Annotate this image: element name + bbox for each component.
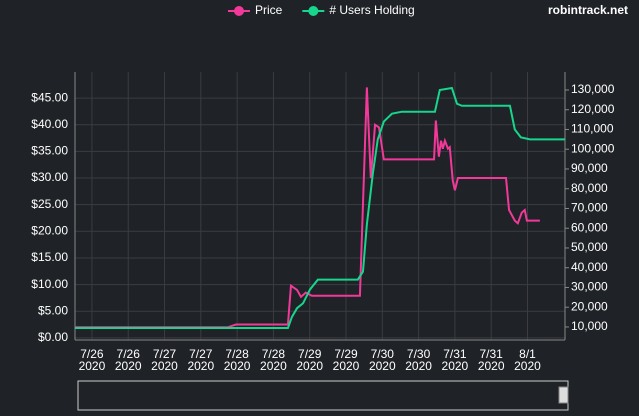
- legend-label: # Users Holding: [329, 3, 414, 17]
- x-tick-label: 7/30 2020: [405, 347, 432, 373]
- x-tick-label: 8/1 2020: [514, 347, 541, 373]
- x-tick-label: 7/26 2020: [114, 347, 142, 373]
- y-tick-label: $15.00: [31, 250, 68, 264]
- y2-tick-label: 60,000: [571, 220, 608, 234]
- y2-tick-label: 120,000: [571, 102, 615, 116]
- x-tick-label: 7/31 2020: [477, 347, 505, 373]
- navigator[interactable]: [77, 380, 569, 411]
- legend-marker: [234, 6, 244, 16]
- y2-tick-label: 100,000: [571, 141, 615, 155]
- y-tick-label: $45.00: [31, 90, 68, 104]
- y2-tick-label: 130,000: [571, 82, 615, 96]
- y2-tick-label: 10,000: [571, 319, 608, 333]
- x-tick-label: 7/26 2020: [78, 347, 106, 373]
- legend-marker: [308, 6, 319, 16]
- y2-tick-label: 40,000: [571, 260, 608, 274]
- y2-tick-label: 90,000: [571, 161, 608, 175]
- series-line: [75, 86, 565, 329]
- y2-tick-label: 30,000: [571, 280, 608, 294]
- y-tick-label: $5.00: [38, 303, 68, 317]
- brand: robintrack.net: [548, 3, 628, 17]
- legend-label: Price: [255, 3, 283, 17]
- y-tick-label: $25.00: [31, 197, 68, 211]
- x-tick-label: 7/30 2020: [368, 347, 396, 373]
- y2-tick-label: 70,000: [571, 201, 608, 215]
- y-tick-label: $10.00: [31, 277, 68, 291]
- y-tick-label: $20.00: [31, 223, 68, 237]
- x-tick-label: 7/28 2020: [223, 347, 251, 373]
- y2-tick-label: 110,000: [571, 122, 614, 136]
- x-tick-label: 7/31 2020: [441, 347, 469, 373]
- y-tick-label: $35.00: [31, 144, 68, 158]
- y-tick-label: $30.00: [31, 170, 68, 184]
- y-tick-label: $0.00: [38, 330, 68, 344]
- x-tick-label: 7/27 2020: [151, 347, 178, 373]
- x-tick-label: 7/28 2020: [260, 347, 287, 373]
- x-tick-label: 7/29 2020: [332, 347, 360, 373]
- y2-tick-label: 50,000: [571, 240, 608, 254]
- y2-tick-label: 20,000: [571, 299, 608, 313]
- x-tick-label: 7/27 2020: [187, 347, 215, 373]
- x-tick-label: 7/29 2020: [296, 347, 324, 373]
- navigator-handle[interactable]: [558, 386, 569, 404]
- y2-tick-label: 80,000: [571, 181, 608, 195]
- series-line: [75, 87, 540, 329]
- y-tick-label: $40.00: [31, 117, 68, 131]
